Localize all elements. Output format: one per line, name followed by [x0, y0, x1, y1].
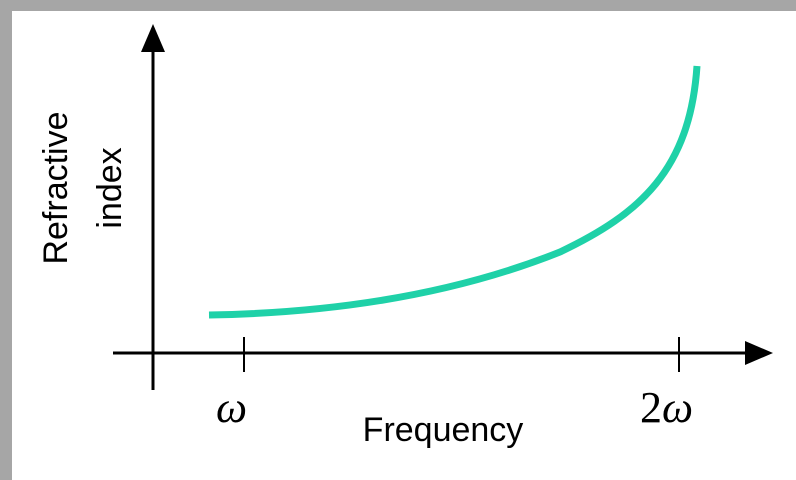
x-axis-title: Frequency	[363, 411, 524, 449]
diagram-canvas	[12, 11, 796, 480]
tick-label-two-omega: 2ω	[640, 383, 693, 432]
tick-label-two-omega-symbol: ω	[662, 383, 693, 432]
y-axis-title-line2: index	[91, 147, 129, 228]
x-axis-arrowhead	[745, 341, 773, 365]
tick-label-omega: ω	[216, 383, 247, 432]
refractive-index-curve	[208, 65, 701, 319]
tick-label-two-omega-coefficient: 2	[640, 383, 662, 432]
y-axis-title: Refractive index	[37, 111, 129, 264]
y-axis-arrowhead	[141, 24, 165, 52]
y-axis-title-line1: Refractive	[37, 111, 75, 264]
